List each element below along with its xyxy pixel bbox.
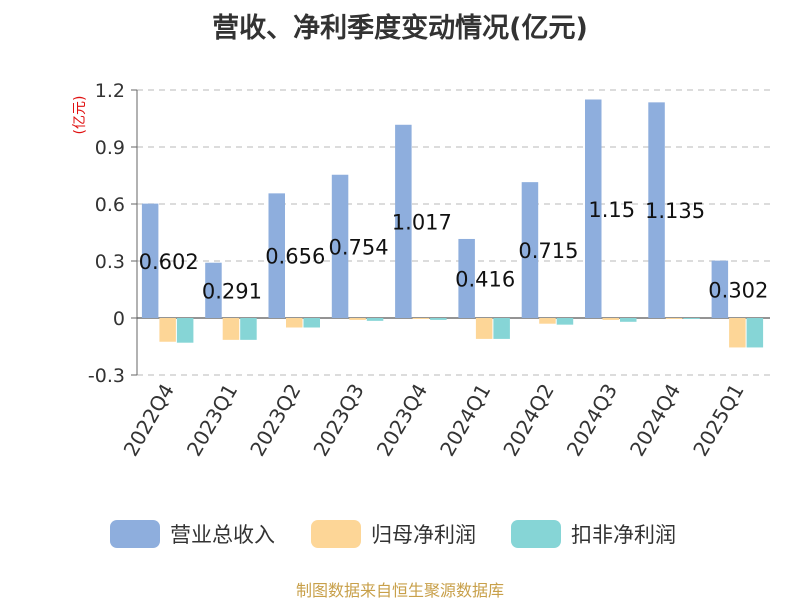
bar-deducted-net-profit	[430, 318, 447, 320]
legend-swatch	[511, 520, 561, 548]
y-tick-label: 1.2	[95, 80, 125, 102]
bar-deducted-net-profit	[240, 318, 257, 340]
data-label: 0.602	[139, 250, 199, 274]
bar-deducted-net-profit	[176, 318, 194, 343]
data-label: 0.302	[708, 278, 768, 302]
legend-label: 营业总收入	[170, 523, 275, 547]
legend-swatch	[311, 520, 361, 548]
y-tick-label: 0.3	[95, 251, 125, 273]
bar-deducted-net-profit	[556, 318, 574, 325]
bar-net-profit	[159, 318, 176, 342]
bar-deducted-net-profit	[620, 318, 637, 322]
data-label: 1.017	[392, 210, 452, 234]
bar-deducted-net-profit	[303, 318, 320, 328]
source-note: 制图数据来自恒生聚源数据库	[295, 581, 504, 600]
y-tick-label: 0.9	[95, 137, 125, 159]
legend-label: 扣非净利润	[571, 523, 676, 547]
bar-revenue	[268, 193, 285, 318]
bar-net-profit	[286, 318, 303, 328]
data-label: 1.15	[588, 198, 635, 222]
bar-deducted-net-profit	[683, 318, 700, 319]
bar-deducted-net-profit	[493, 318, 510, 339]
bar-revenue	[585, 99, 602, 318]
bar-revenue	[205, 262, 222, 318]
bar-revenue	[648, 102, 665, 318]
x-tick-label: 2025Q1	[688, 380, 748, 461]
x-tick-label: 2023Q3	[308, 380, 368, 461]
bars	[141, 99, 764, 348]
data-label: 0.715	[518, 239, 578, 263]
bar-deducted-net-profit	[746, 318, 764, 348]
bar-net-profit	[349, 318, 366, 320]
y-tick-label: 0	[113, 308, 125, 330]
bar-revenue	[141, 203, 159, 318]
x-tick-label: 2024Q2	[498, 380, 558, 461]
data-label: 0.291	[202, 279, 262, 303]
x-tick-label: 2024Q1	[435, 380, 495, 461]
bar-net-profit	[729, 318, 746, 348]
bar-revenue	[711, 260, 729, 318]
bar-revenue	[331, 174, 349, 318]
x-tick-label: 2022Q4	[119, 380, 179, 461]
bar-net-profit	[412, 318, 430, 319]
x-tick-label: 2023Q2	[245, 380, 305, 461]
chart-title: 营收、净利季度变动情况(亿元)	[212, 13, 588, 44]
legend-label: 归母净利润	[371, 523, 476, 547]
data-label: 0.416	[455, 267, 515, 291]
x-tick-label: 2023Q1	[182, 380, 242, 461]
bar-net-profit	[665, 318, 683, 319]
bar-revenue	[395, 124, 412, 319]
bar-revenue	[521, 182, 539, 318]
bar-deducted-net-profit	[366, 318, 384, 321]
y-tick-label: 0.6	[95, 194, 125, 216]
bar-net-profit	[475, 318, 493, 339]
bar-revenue	[458, 238, 475, 318]
y-tick-label: -0.3	[88, 365, 125, 387]
bar-net-profit	[602, 318, 619, 320]
bar-net-profit	[222, 318, 240, 340]
x-tick-label: 2024Q3	[562, 380, 622, 461]
x-tick-label: 2023Q4	[372, 380, 432, 461]
data-label: 0.754	[328, 235, 388, 259]
y-axis-unit-label: (亿元)	[72, 96, 88, 135]
x-tick-label: 2024Q4	[625, 380, 685, 461]
legend-swatch	[110, 520, 160, 548]
legend: 营业总收入 归母净利润 扣非净利润	[110, 520, 676, 548]
bar-net-profit	[539, 318, 556, 324]
data-label: 1.135	[645, 199, 705, 223]
data-label: 0.656	[265, 245, 325, 269]
